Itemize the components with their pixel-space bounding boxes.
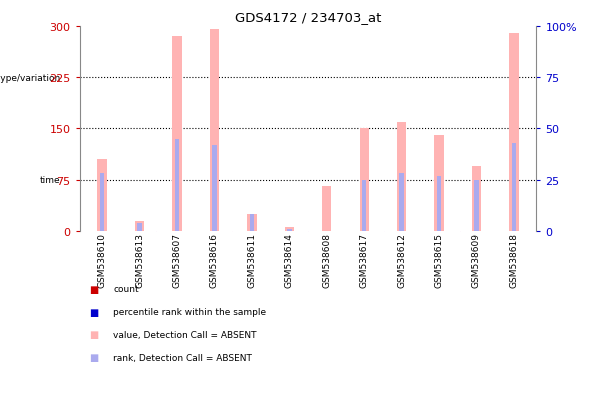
Text: PR2VR (cleavage resistant
mutant): PR2VR (cleavage resistant mutant) — [400, 68, 520, 88]
Text: control: control — [140, 74, 172, 83]
Bar — [435, 136, 444, 231]
Bar — [210, 30, 219, 231]
Bar — [232, 27, 384, 129]
Bar — [400, 174, 404, 231]
Bar — [509, 33, 519, 231]
Text: ■: ■ — [89, 284, 98, 294]
Bar — [175, 139, 179, 231]
Text: rank, Detection Call = ABSENT: rank, Detection Call = ABSENT — [113, 353, 253, 362]
Text: genotype/variation: genotype/variation — [0, 74, 61, 83]
Title: GDS4172 / 234703_at: GDS4172 / 234703_at — [235, 11, 381, 24]
Bar — [137, 223, 142, 231]
Bar — [172, 37, 181, 231]
Bar — [384, 129, 460, 231]
Text: 9 hours: 9 hours — [329, 176, 363, 185]
Bar — [97, 160, 107, 231]
Text: 6 hours: 6 hours — [405, 176, 439, 185]
Text: percentile rank within the sample: percentile rank within the sample — [113, 307, 267, 316]
Bar — [100, 174, 104, 231]
Bar — [384, 27, 536, 129]
Bar — [232, 129, 308, 231]
Text: count: count — [113, 285, 139, 294]
Bar — [135, 221, 144, 231]
Text: time: time — [40, 176, 61, 185]
Bar — [512, 143, 516, 231]
Bar — [437, 176, 441, 231]
Text: ■: ■ — [89, 330, 98, 339]
Bar — [287, 229, 292, 231]
Text: 6 hours: 6 hours — [253, 176, 287, 185]
Bar — [460, 129, 536, 231]
Bar — [362, 180, 367, 231]
Bar — [80, 27, 232, 129]
Text: 9 hours: 9 hours — [481, 176, 516, 185]
Bar — [322, 187, 332, 231]
Bar — [284, 228, 294, 231]
Bar — [249, 215, 254, 231]
Bar — [212, 145, 217, 231]
Bar — [308, 129, 384, 231]
Text: 9 hours: 9 hours — [177, 176, 211, 185]
Bar — [474, 180, 479, 231]
Bar — [156, 129, 232, 231]
Text: value, Detection Call = ABSENT: value, Detection Call = ABSENT — [113, 330, 257, 339]
Bar — [80, 129, 156, 231]
Bar — [397, 122, 406, 231]
Text: 6 hours: 6 hours — [101, 176, 135, 185]
Text: ■: ■ — [89, 352, 98, 362]
Bar — [359, 129, 369, 231]
Bar — [247, 214, 257, 231]
Bar — [472, 166, 481, 231]
Text: ■: ■ — [89, 307, 98, 317]
Text: (PML-RAR)α: (PML-RAR)α — [282, 74, 334, 83]
